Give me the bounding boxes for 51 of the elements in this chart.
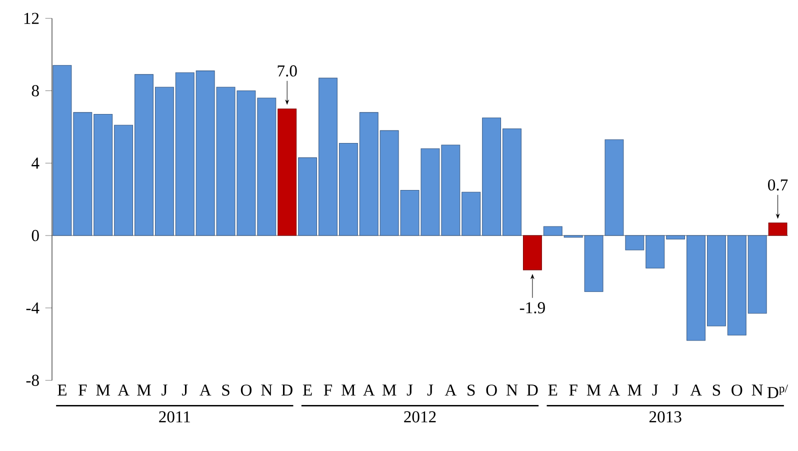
x-tick-label: M [382,384,396,396]
x-tick-label: J [427,384,434,396]
x-tick-label: N [752,384,763,396]
x-tick-label: O [732,384,742,396]
x-tick-label: O [486,384,497,396]
text: 2012 [404,411,436,422]
x-tick-label: J [406,384,413,396]
y-tick-label: 0 [32,230,39,242]
x-tick-label: E [302,384,312,396]
x-tick-label: F [78,384,87,396]
text: 2013 [649,411,682,422]
x-tick-label: J [672,384,678,396]
data-label: -1.9 [520,302,545,314]
y-tick-label: -8 [26,374,39,386]
x-tick-label: F [569,384,578,396]
x-tick-label: M [628,384,642,396]
y-tick-label: -4 [26,302,40,314]
bar [278,108,297,236]
y-tick-label: 4 [32,158,40,169]
x-tick-label: D [526,384,538,396]
x-tick-label: D [282,384,292,396]
x-tick-label: D$^{p/}$ [767,384,788,398]
x-tick-label: M [342,384,356,396]
x-tick-label: A [608,384,620,396]
x-tick-label: O [240,384,252,396]
x-tick-label: S [222,384,230,396]
bar [522,235,542,270]
x-tick-label: A [118,384,130,396]
x-tick-label: J [652,384,658,396]
x-tick-label: S [468,384,475,396]
data-label: 0.7 [768,179,788,191]
x-tick-label: J [182,384,188,396]
x-tick-label: F [324,384,332,396]
x-tick-label: E [58,384,66,396]
bar [768,222,788,236]
data-label: 7.0 [278,65,297,77]
x-tick-label: M [137,384,151,396]
x-tick-label: N [261,384,272,396]
x-tick-label: M [96,384,110,396]
x-tick-label: N [506,384,518,396]
x-tick-label: A [363,384,375,396]
text: 2011 [159,411,190,422]
x-tick-label: J [162,384,168,396]
x-tick-label: A [690,384,702,396]
x-tick-label: A [444,384,457,396]
x-tick-label: E [548,384,558,396]
x-tick-label: S [712,384,720,396]
x-tick-label: M [586,384,601,396]
y-tick-label: 12 [24,12,39,24]
y-tick-label: 8 [32,85,39,96]
x-tick-label: A [200,384,212,396]
